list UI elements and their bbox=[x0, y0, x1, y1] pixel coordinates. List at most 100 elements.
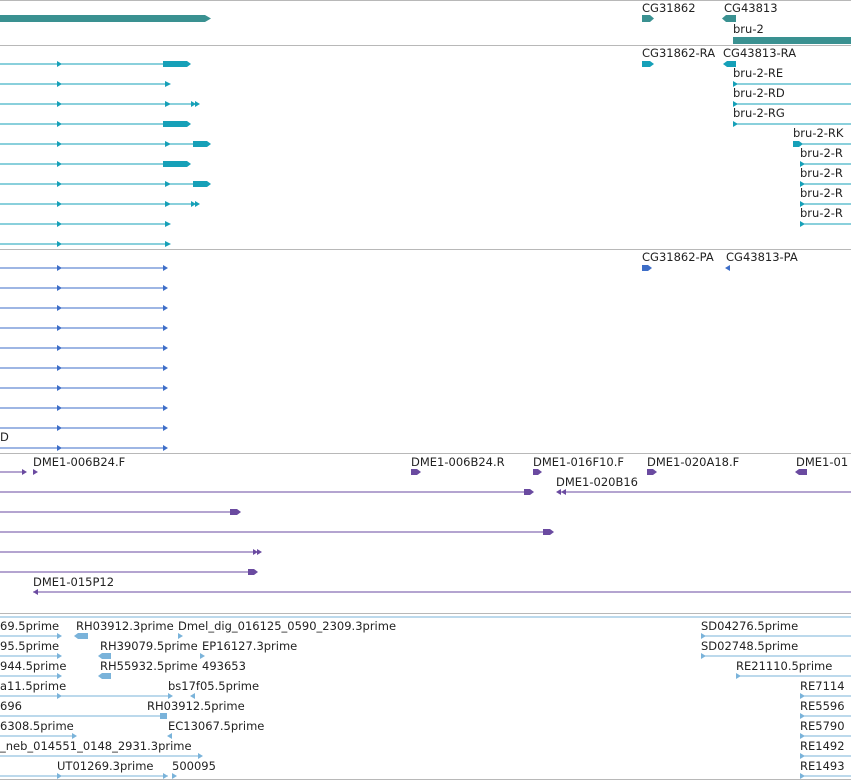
protein-label[interactable]: CG31862-PA bbox=[642, 250, 714, 264]
est-glyph[interactable] bbox=[98, 673, 111, 679]
protein-glyph[interactable] bbox=[0, 265, 168, 271]
clone-glyph[interactable] bbox=[33, 469, 38, 475]
transcript-glyph[interactable] bbox=[0, 81, 171, 87]
est-label[interactable]: SD02748.5prime bbox=[701, 639, 799, 653]
gene-glyph[interactable] bbox=[733, 37, 851, 44]
transcript-label[interactable]: bru-2-R bbox=[800, 206, 843, 220]
est-label[interactable]: RH39079.5prime bbox=[100, 639, 198, 653]
transcript-glyph[interactable] bbox=[0, 141, 211, 147]
clone-glyph[interactable] bbox=[0, 509, 241, 515]
protein-glyph[interactable] bbox=[0, 445, 168, 451]
transcript-glyph[interactable] bbox=[642, 61, 654, 67]
est-glyph[interactable] bbox=[800, 713, 851, 719]
transcript-glyph[interactable] bbox=[0, 161, 191, 167]
est-label[interactable]: bs17f05.5prime bbox=[168, 679, 260, 693]
est-glyph[interactable] bbox=[167, 733, 172, 739]
transcript-label[interactable]: bru-2-R bbox=[800, 146, 843, 160]
clone-label[interactable]: DME1-020B16 bbox=[556, 475, 638, 489]
est-glyph[interactable] bbox=[0, 693, 173, 699]
clone-label[interactable]: DME1-006B24.R bbox=[411, 455, 505, 469]
transcript-glyph[interactable] bbox=[733, 81, 851, 87]
clone-glyph[interactable] bbox=[556, 489, 851, 495]
gene-glyph[interactable] bbox=[642, 15, 654, 22]
est-label[interactable]: 500095 bbox=[172, 759, 216, 773]
est-glyph[interactable] bbox=[800, 693, 851, 699]
clone-glyph[interactable] bbox=[533, 469, 542, 475]
est-glyph[interactable] bbox=[0, 713, 167, 719]
transcript-glyph[interactable] bbox=[800, 201, 851, 207]
protein-glyph[interactable] bbox=[0, 385, 168, 391]
est-glyph[interactable] bbox=[701, 633, 851, 639]
clone-glyph[interactable] bbox=[795, 469, 807, 475]
protein-glyph[interactable] bbox=[0, 405, 168, 411]
transcript-glyph[interactable] bbox=[723, 61, 736, 67]
clone-glyph[interactable] bbox=[647, 469, 657, 475]
est-glyph[interactable] bbox=[178, 633, 183, 639]
est-glyph[interactable] bbox=[0, 673, 62, 679]
est-label[interactable]: 493653 bbox=[202, 659, 246, 673]
est-glyph[interactable] bbox=[800, 733, 851, 739]
transcript-label[interactable]: CG31862-RA bbox=[642, 46, 716, 60]
est-glyph[interactable] bbox=[98, 653, 111, 659]
transcript-label[interactable]: CG43813-RA bbox=[723, 46, 797, 60]
clone-glyph[interactable] bbox=[0, 549, 262, 555]
est-glyph[interactable] bbox=[0, 733, 77, 739]
transcript-label[interactable]: bru-2-RG bbox=[733, 106, 785, 120]
protein-glyph[interactable] bbox=[642, 265, 652, 271]
est-glyph[interactable] bbox=[0, 633, 62, 639]
transcript-glyph[interactable] bbox=[0, 61, 191, 67]
transcript-glyph[interactable] bbox=[793, 141, 851, 147]
est-label[interactable]: 69.5prime bbox=[0, 619, 60, 633]
gene-label[interactable]: CG31862 bbox=[642, 1, 696, 15]
est-glyph[interactable] bbox=[200, 653, 205, 659]
est-label[interactable]: 95.5prime bbox=[0, 639, 60, 653]
est-glyph[interactable] bbox=[172, 773, 177, 779]
transcript-glyph[interactable] bbox=[800, 181, 851, 187]
est-label[interactable]: RE5790 bbox=[800, 719, 845, 733]
clone-label[interactable]: DME1-016F10.F bbox=[533, 455, 624, 469]
transcript-glyph[interactable] bbox=[0, 221, 171, 227]
est-label[interactable]: RH55932.5prime bbox=[100, 659, 198, 673]
est-glyph[interactable] bbox=[0, 773, 168, 779]
transcript-glyph[interactable] bbox=[733, 101, 851, 107]
est-label[interactable]: RE1493 bbox=[800, 759, 845, 773]
clone-glyph[interactable] bbox=[0, 529, 554, 535]
est-label[interactable]: a11.5prime bbox=[0, 679, 67, 693]
est-label[interactable]: RE5596 bbox=[800, 699, 845, 713]
transcript-glyph[interactable] bbox=[0, 181, 211, 187]
gene-glyph[interactable] bbox=[0, 15, 211, 22]
est-label[interactable]: RE21110.5prime bbox=[736, 659, 833, 673]
est-glyph[interactable] bbox=[800, 753, 851, 759]
est-label[interactable]: RE1492 bbox=[800, 739, 845, 753]
protein-glyph[interactable] bbox=[0, 425, 168, 431]
est-label[interactable]: 6308.5prime bbox=[0, 719, 74, 733]
est-glyph[interactable] bbox=[0, 753, 203, 759]
clone-label[interactable]: DME1-015P12 bbox=[33, 575, 115, 589]
est-glyph[interactable] bbox=[800, 773, 851, 779]
transcript-glyph[interactable] bbox=[0, 101, 200, 107]
protein-glyph[interactable] bbox=[725, 265, 730, 271]
transcript-label[interactable]: bru-2-R bbox=[800, 186, 843, 200]
est-label[interactable]: Dmel_dig_016125_0590_2309.3prime bbox=[178, 619, 397, 633]
protein-glyph[interactable] bbox=[0, 305, 168, 311]
protein-label[interactable]: D bbox=[0, 430, 9, 444]
protein-glyph[interactable] bbox=[0, 365, 168, 371]
est-glyph[interactable] bbox=[190, 693, 195, 699]
est-label[interactable]: EP16127.3prime bbox=[202, 639, 298, 653]
transcript-label[interactable]: bru-2-RD bbox=[733, 86, 785, 100]
clone-label[interactable]: DME1-01 bbox=[796, 455, 849, 469]
transcript-label[interactable]: bru-2-RE bbox=[733, 66, 784, 80]
transcript-glyph[interactable] bbox=[0, 201, 200, 207]
est-label[interactable]: 696 bbox=[0, 699, 22, 713]
est-label[interactable]: RH03912.3prime bbox=[76, 619, 174, 633]
gene-label[interactable]: bru-2 bbox=[733, 22, 764, 36]
est-label[interactable]: 944.5prime bbox=[0, 659, 67, 673]
est-glyph[interactable] bbox=[0, 653, 62, 659]
clone-glyph[interactable] bbox=[0, 489, 534, 495]
est-glyph[interactable] bbox=[74, 633, 88, 639]
clone-glyph[interactable] bbox=[0, 569, 258, 575]
protein-glyph[interactable] bbox=[0, 285, 168, 291]
protein-glyph[interactable] bbox=[0, 345, 168, 351]
est-label[interactable]: RE7114 bbox=[800, 679, 845, 693]
